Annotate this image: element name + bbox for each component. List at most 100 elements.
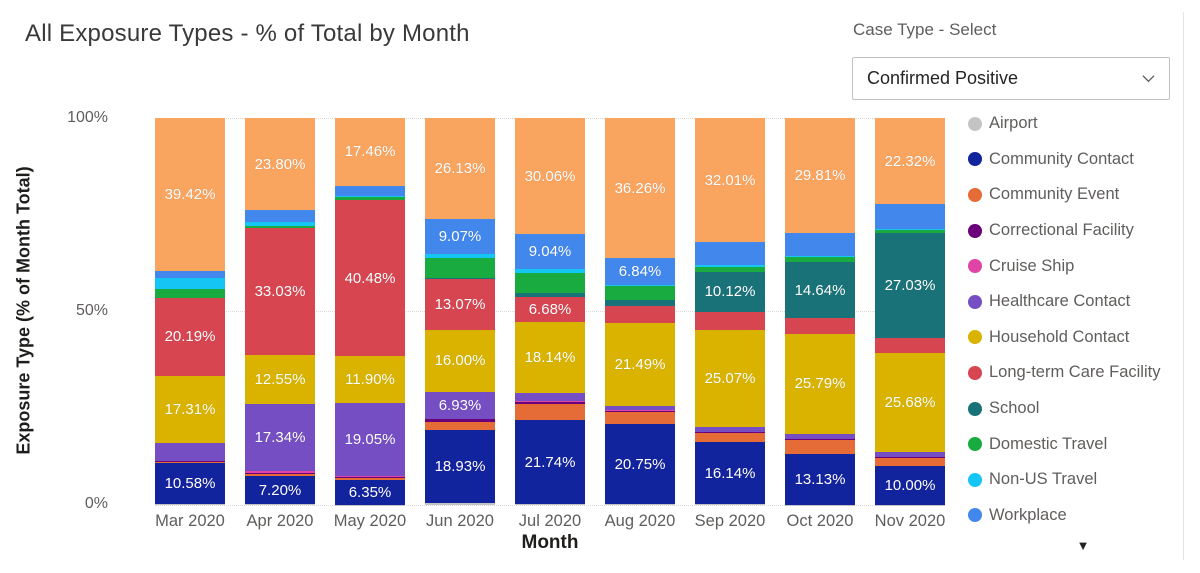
segment-unknown-top[interactable]: 29.81% — [785, 118, 855, 234]
legend-item-workplace[interactable]: Workplace — [968, 498, 1184, 534]
segment-long-term-care-facility[interactable] — [605, 306, 675, 323]
segment-community-event[interactable] — [605, 412, 675, 424]
segment-school[interactable]: 10.12% — [695, 272, 765, 312]
segment-household-contact[interactable]: 17.31% — [155, 375, 225, 443]
segment-unknown-top[interactable]: 17.46% — [335, 118, 405, 186]
legend-item-community-contact[interactable]: Community Contact — [968, 142, 1184, 178]
segment-domestic-travel[interactable] — [335, 197, 405, 200]
segment-household-contact[interactable]: 25.68% — [875, 353, 945, 453]
segment-long-term-care-facility[interactable]: 20.19% — [155, 297, 225, 376]
legend-item-healthcare-contact[interactable]: Healthcare Contact — [968, 284, 1184, 320]
segment-airport[interactable] — [785, 504, 855, 505]
segment-unknown-top[interactable]: 23.80% — [245, 118, 315, 211]
legend-item-school[interactable]: School — [968, 391, 1184, 427]
segment-community-contact[interactable]: 7.20% — [245, 476, 315, 505]
segment-school[interactable]: 14.64% — [785, 261, 855, 319]
segment-workplace[interactable]: 6.84% — [605, 258, 675, 285]
legend-item-household-contact[interactable]: Household Contact — [968, 320, 1184, 356]
segment-community-contact[interactable]: 16.14% — [695, 441, 765, 505]
segment-cruise-ship[interactable] — [515, 401, 585, 402]
segment-non-us-travel[interactable] — [425, 254, 495, 259]
segment-community-event[interactable] — [695, 433, 765, 442]
case-type-dropdown[interactable]: Confirmed Positive — [852, 57, 1170, 100]
segment-school[interactable] — [515, 293, 585, 297]
legend-item-cruise-ship[interactable]: Cruise Ship — [968, 248, 1184, 284]
segment-non-us-travel[interactable] — [515, 269, 585, 273]
segment-household-contact[interactable]: 25.07% — [695, 330, 765, 428]
segment-non-us-travel[interactable] — [695, 265, 765, 267]
segment-long-term-care-facility[interactable]: 33.03% — [245, 227, 315, 356]
segment-healthcare-contact[interactable] — [605, 405, 675, 411]
segment-workplace[interactable] — [875, 204, 945, 229]
segment-airport[interactable] — [515, 504, 585, 505]
segment-household-contact[interactable]: 16.00% — [425, 330, 495, 392]
legend-item-long-term-care-facility[interactable]: Long-term Care Facility — [968, 355, 1184, 391]
segment-correctional-facility[interactable] — [245, 473, 315, 475]
segment-workplace[interactable]: 9.07% — [425, 219, 495, 255]
legend-item-airport[interactable]: Airport — [968, 106, 1184, 142]
segment-long-term-care-facility[interactable]: 6.68% — [515, 296, 585, 323]
segment-airport[interactable] — [695, 504, 765, 505]
segment-airport[interactable] — [605, 504, 675, 505]
segment-community-contact[interactable]: 21.74% — [515, 420, 585, 505]
segment-airport[interactable] — [155, 504, 225, 505]
segment-correctional-facility[interactable] — [425, 419, 495, 423]
segment-airport[interactable] — [245, 504, 315, 505]
segment-non-us-travel[interactable] — [605, 284, 675, 287]
segment-workplace[interactable] — [245, 210, 315, 223]
segment-healthcare-contact[interactable]: 19.05% — [335, 402, 405, 477]
segment-workplace[interactable]: 9.04% — [515, 234, 585, 270]
segment-community-contact[interactable]: 6.35% — [335, 480, 405, 505]
segment-non-us-travel[interactable] — [245, 222, 315, 226]
segment-cruise-ship[interactable] — [245, 470, 315, 474]
segment-domestic-travel[interactable] — [875, 230, 945, 234]
segment-correctional-facility[interactable] — [785, 439, 855, 441]
segment-household-contact[interactable]: 11.90% — [335, 356, 405, 403]
segment-workplace[interactable] — [785, 233, 855, 256]
segment-healthcare-contact[interactable] — [785, 433, 855, 440]
segment-healthcare-contact[interactable] — [875, 452, 945, 458]
segment-workplace[interactable] — [695, 241, 765, 266]
segment-domestic-travel[interactable] — [155, 288, 225, 298]
segment-domestic-travel[interactable] — [785, 256, 855, 262]
segment-domestic-travel[interactable] — [515, 272, 585, 294]
segment-cruise-ship[interactable] — [605, 410, 675, 412]
segment-community-contact[interactable]: 20.75% — [605, 423, 675, 505]
legend-item-community-event[interactable]: Community Event — [968, 177, 1184, 213]
segment-unknown-top[interactable]: 30.06% — [515, 118, 585, 235]
segment-workplace[interactable] — [155, 270, 225, 279]
segment-unknown-top[interactable]: 22.32% — [875, 118, 945, 205]
segment-community-contact[interactable]: 10.00% — [875, 465, 945, 505]
segment-long-term-care-facility[interactable] — [695, 311, 765, 331]
segment-unknown-top[interactable]: 32.01% — [695, 118, 765, 242]
legend-item-correctional-facility[interactable]: Correctional Facility — [968, 213, 1184, 249]
segment-unknown-top[interactable]: 39.42% — [155, 118, 225, 271]
segment-domestic-travel[interactable] — [245, 225, 315, 228]
segment-unknown-top[interactable]: 36.26% — [605, 118, 675, 259]
segment-household-contact[interactable]: 25.79% — [785, 333, 855, 434]
segment-correctional-facility[interactable] — [515, 401, 585, 404]
segment-school[interactable]: 27.03% — [875, 233, 945, 338]
segment-community-contact[interactable]: 18.93% — [425, 429, 495, 504]
segment-healthcare-contact[interactable]: 6.93% — [425, 391, 495, 419]
segment-long-term-care-facility[interactable] — [785, 318, 855, 334]
segment-domestic-travel[interactable] — [425, 258, 495, 278]
segment-long-term-care-facility[interactable] — [875, 337, 945, 354]
segment-community-event[interactable] — [335, 478, 405, 481]
segment-correctional-facility[interactable] — [695, 432, 765, 434]
legend-item-domestic-travel[interactable]: Domestic Travel — [968, 426, 1184, 462]
segment-workplace[interactable] — [335, 185, 405, 197]
segment-domestic-travel[interactable] — [695, 266, 765, 273]
segment-domestic-travel[interactable] — [605, 286, 675, 301]
segment-healthcare-contact[interactable]: 17.34% — [245, 403, 315, 471]
segment-community-event[interactable] — [785, 440, 855, 454]
segment-cruise-ship[interactable] — [155, 460, 225, 462]
segment-household-contact[interactable]: 12.55% — [245, 355, 315, 404]
legend-item-non-us-travel[interactable]: Non-US Travel — [968, 462, 1184, 498]
segment-school[interactable] — [425, 277, 495, 280]
segment-healthcare-contact[interactable] — [695, 427, 765, 432]
segment-correctional-facility[interactable] — [875, 457, 945, 459]
segment-cruise-ship[interactable] — [425, 418, 495, 420]
segment-community-event[interactable] — [245, 474, 315, 477]
segment-non-us-travel[interactable] — [155, 278, 225, 289]
